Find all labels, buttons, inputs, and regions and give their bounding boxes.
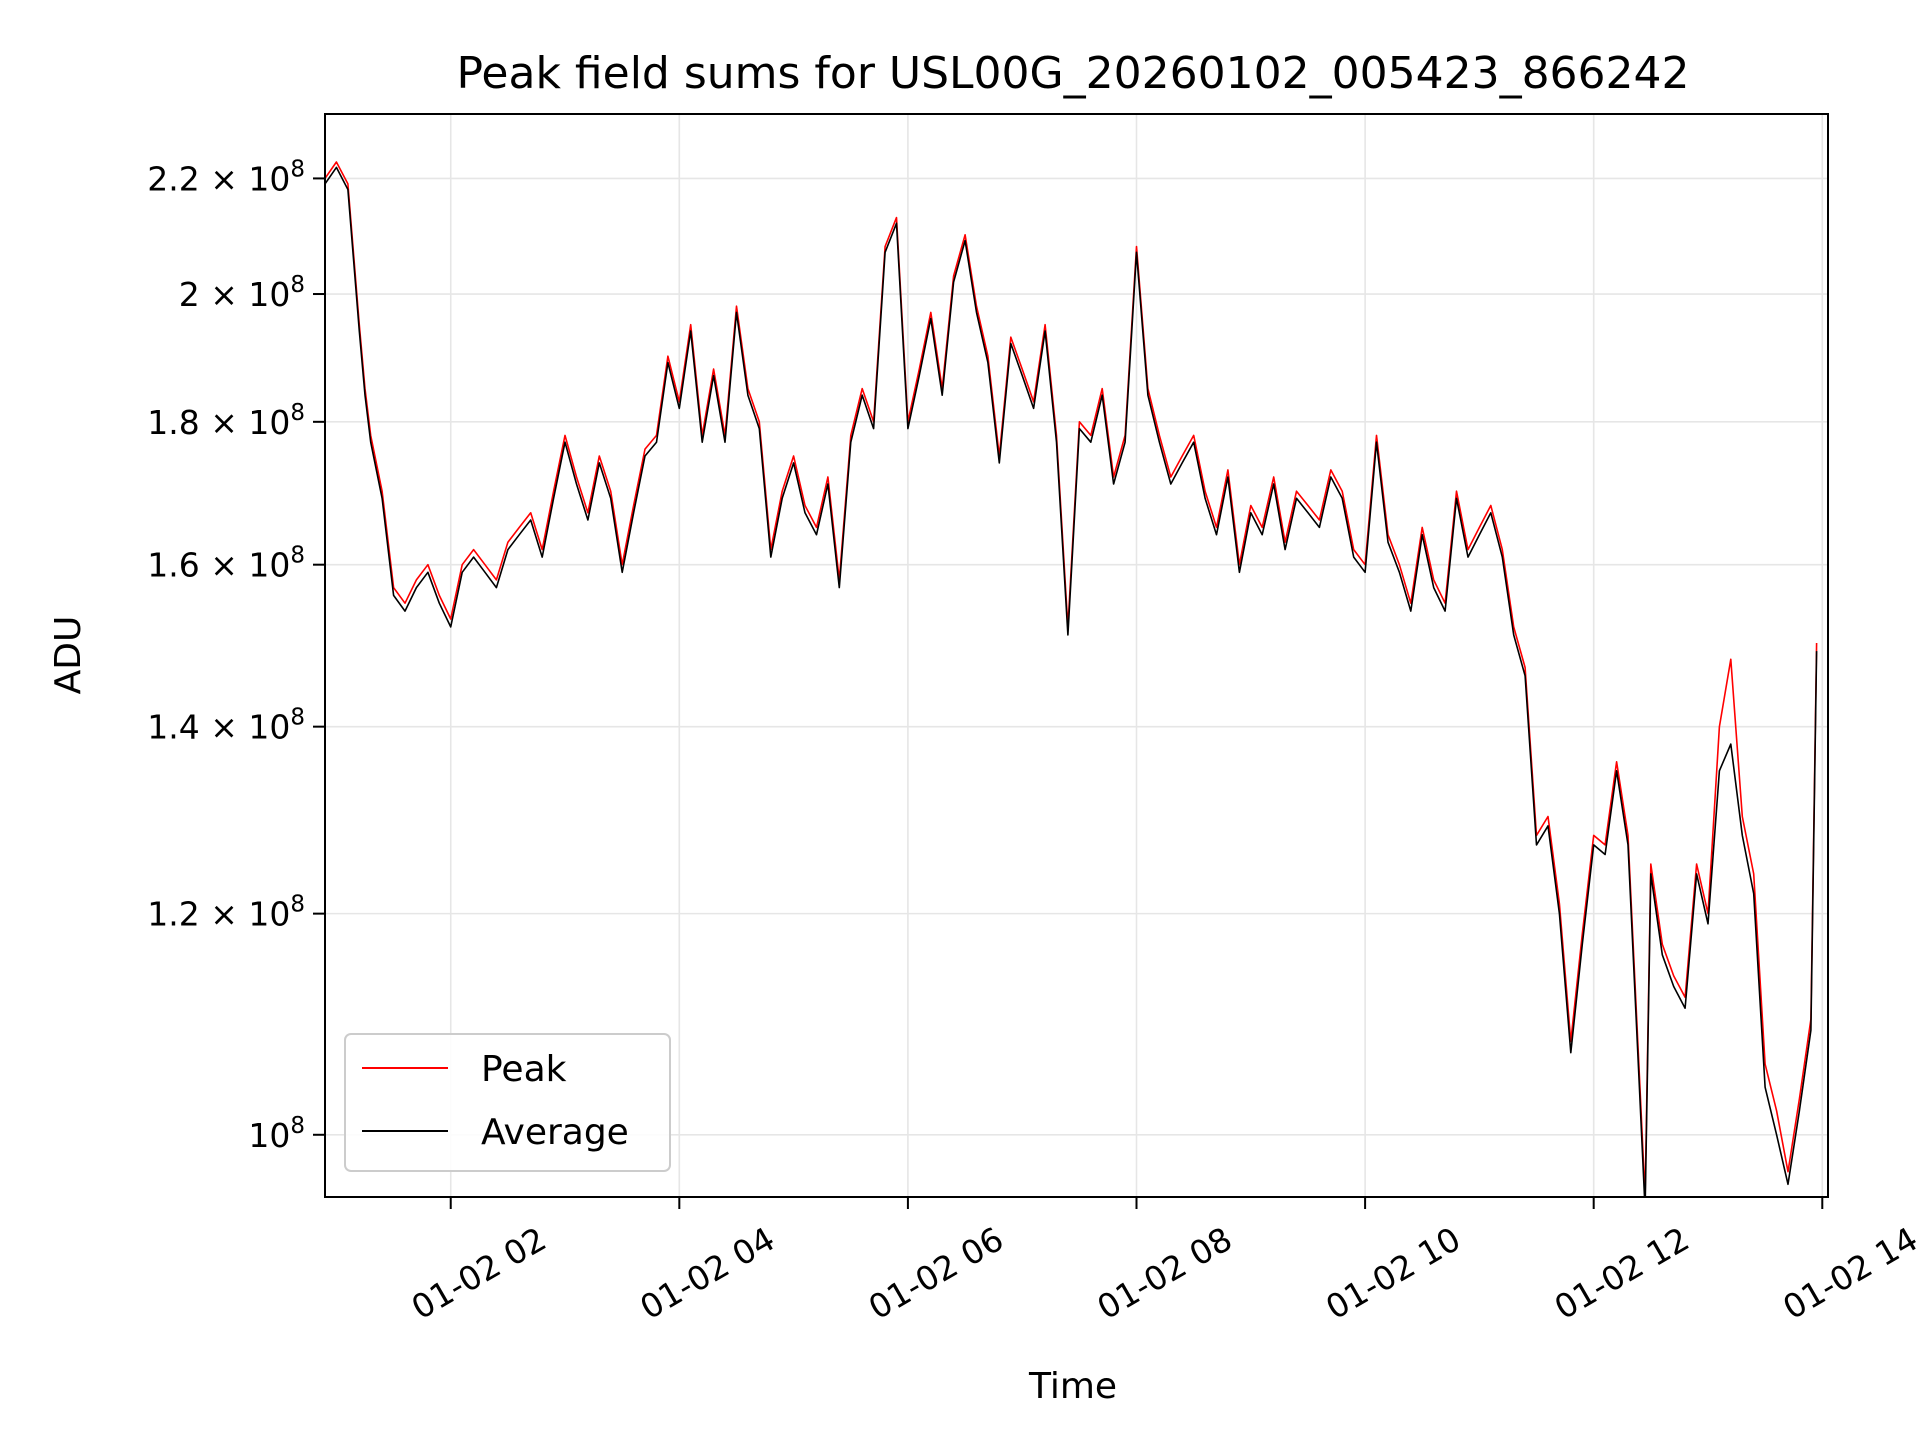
y-tick-label: 2 × 108: [179, 272, 305, 314]
grid-lines: [325, 114, 1828, 1197]
y-tick-label: 108: [248, 1113, 305, 1155]
chart-title: Peak field sums for USL00G_20260102_0054…: [456, 48, 1689, 99]
legend: Peak Average: [344, 1033, 671, 1172]
y-tick-label: 1.4 × 108: [147, 705, 305, 747]
y-tick-label: 2.2 × 108: [147, 156, 305, 198]
series-line-average: [325, 166, 1818, 1197]
legend-label-average: Average: [481, 1112, 629, 1153]
x-axis-title: Time: [1028, 1366, 1117, 1407]
y-tick-label: 1.2 × 108: [147, 892, 305, 934]
legend-label-peak: Peak: [481, 1049, 567, 1090]
series-layer: [325, 161, 1818, 1197]
y-axis-title: ADU: [48, 616, 89, 695]
y-axis: 2.2 × 108 2 × 108 1.8 × 108 1.6 × 108 1.4 × …: [147, 156, 325, 1155]
y-tick-label: 1.8 × 108: [147, 400, 305, 442]
y-tick-label: 1.6 × 108: [147, 543, 305, 585]
plot-frame: [324, 113, 1829, 1198]
